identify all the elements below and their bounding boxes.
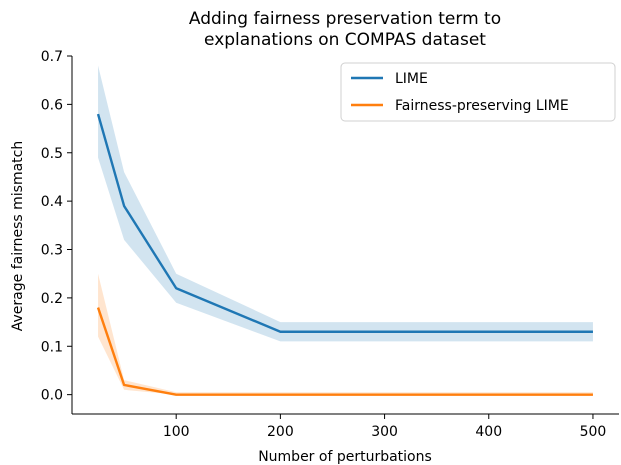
y-tick-label: 0.2 [41,291,63,307]
x-tick-label: 500 [580,424,607,440]
y-tick-label: 0.6 [41,97,63,113]
legend-box [340,62,616,122]
y-tick-label: 0.0 [41,388,63,404]
x-tick-label: 200 [267,424,294,440]
y-tick-label: 0.7 [41,49,63,65]
axes [71,56,619,415]
legend-label-0: LIME [395,71,428,87]
x-ticks: 100 200 300 400 500 [163,414,606,440]
x-tick-label: 400 [475,424,502,440]
y-tick-label: 0.4 [41,194,63,210]
series-lines [96,113,593,396]
y-axis-label: Average fairness mismatch [10,141,26,331]
chart-title: Adding fairness preservation term to exp… [189,9,501,50]
legend-label-1: Fairness-preserving LIME [395,98,569,114]
chart-title-line-1: Adding fairness preservation term to [189,9,501,29]
x-tick-label: 100 [163,424,190,440]
series-line-0 [96,113,593,333]
chart-title-line-2: explanations on COMPAS dataset [204,30,486,50]
x-tick-label: 300 [371,424,398,440]
series-line-1 [96,307,593,396]
y-tick-label: 0.3 [41,243,63,259]
y-tick-label: 0.5 [41,146,63,162]
y-tick-label: 0.1 [41,339,63,355]
legend: LIME Fairness-preserving LIME [340,62,616,122]
y-ticks: 0.0 0.1 0.2 0.3 0.4 0.5 0.6 0.7 [41,49,72,404]
x-axis-label: Number of perturbations [258,449,432,465]
